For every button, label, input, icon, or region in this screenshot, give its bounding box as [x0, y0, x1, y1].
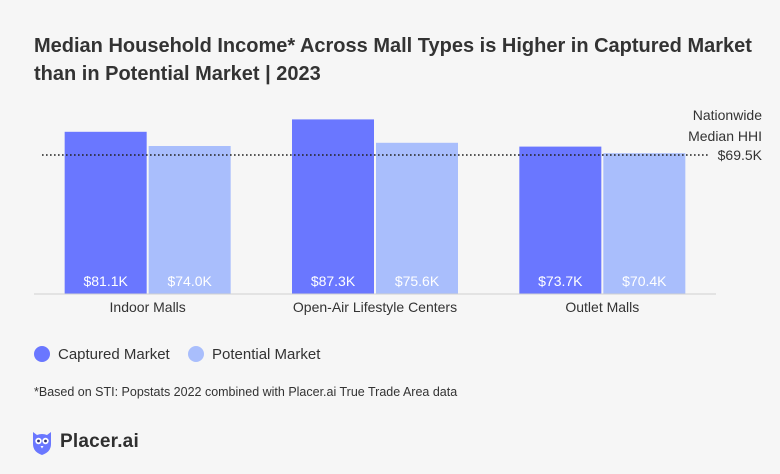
category-label: Open-Air Lifestyle Centers	[293, 299, 457, 315]
reference-label-line: Median HHI	[688, 128, 762, 144]
footnote: *Based on STI: Popstats 2022 combined wi…	[34, 385, 458, 399]
bar-value-label: $75.6K	[395, 273, 440, 289]
bar-1-0	[292, 119, 374, 295]
bar-1-1	[376, 142, 458, 294]
legend-item-potential: Potential Market	[188, 344, 320, 364]
legend-item-captured: Captured Market	[34, 344, 170, 364]
bar-value-label: $70.4K	[622, 273, 667, 289]
category-label: Outlet Malls	[565, 299, 639, 315]
bar-value-label: $87.3K	[311, 273, 356, 289]
legend-swatch-potential	[188, 346, 204, 362]
bar-chart: $81.1K $74.0K Indoor Malls $87.3K $75.6K Open…	[34, 107, 763, 315]
bar-0-0	[64, 131, 147, 294]
bar-2-0	[519, 146, 602, 294]
bar-2-1	[603, 153, 686, 294]
owl-icon	[33, 432, 51, 455]
bar-0-1	[148, 146, 231, 294]
bar-value-label: $81.1K	[83, 273, 128, 289]
reference-label-line: Nationwide	[693, 107, 762, 123]
legend-swatch-captured	[34, 346, 50, 362]
legend-label-potential: Potential Market	[212, 345, 321, 363]
reference-value-label: $69.5K	[718, 147, 763, 163]
chart-title: Median Household Income* Across Mall Typ…	[34, 35, 752, 85]
logo-text: Placer.ai	[60, 431, 139, 452]
placer-logo: Placer.ai	[30, 428, 139, 456]
legend-label-captured: Captured Market	[58, 345, 170, 363]
bar-value-label: $73.7K	[538, 273, 583, 289]
bar-value-label: $74.0K	[167, 273, 212, 289]
category-label: Indoor Malls	[110, 299, 186, 315]
